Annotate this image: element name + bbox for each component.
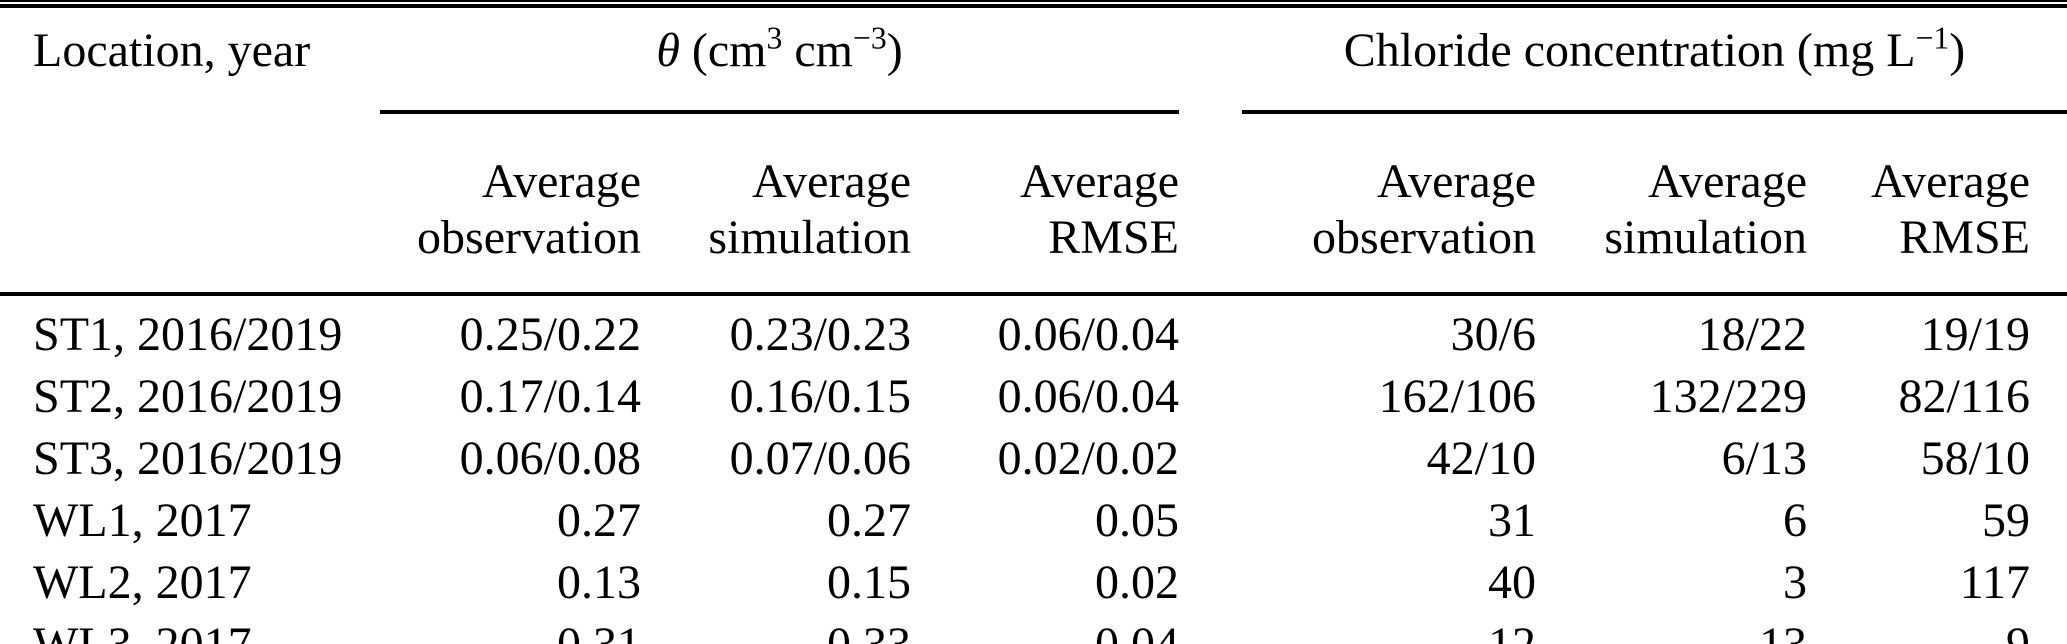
table-row-st2: ST2, 2016/2019 0.17/0.14 0.16/0.15 0.06/…	[0, 366, 2067, 428]
table-cell: 19/19	[1920, 308, 2030, 361]
table-cell: 0.17/0.14	[459, 370, 641, 423]
sub-header-row: Average observation Average simulation A…	[0, 112, 2067, 296]
chloride-label: Chloride concentration (mg L	[1343, 24, 1916, 77]
table-cell: 0.27	[557, 494, 641, 547]
table-cell: 0.04	[911, 614, 1179, 644]
table-cell: 117	[1959, 556, 2030, 609]
group-gap-spacer	[1179, 294, 1242, 366]
table-row-wl3: WL3, 2017 0.31 0.33 0.04 12 13 9	[0, 614, 2067, 644]
theta-superscript-1: 3	[766, 20, 783, 56]
table-cell: 0.06/0.04	[997, 370, 1179, 423]
column-group-theta: θ (cm3 cm−3)	[380, 6, 1179, 114]
table-cell: 31	[1488, 494, 1536, 547]
row-location: ST1, 2016/2019	[33, 308, 343, 361]
table-cell: 132/229	[1649, 370, 1807, 423]
table-cell: 0.05	[1095, 494, 1179, 547]
table-cell: 82/116	[1898, 370, 2030, 423]
table-cell: 0.23/0.23	[729, 308, 911, 361]
group-gap-spacer	[1179, 614, 1242, 644]
group-gap-spacer	[1179, 366, 1242, 428]
chloride-superscript: −1	[1915, 20, 1950, 56]
group-gap-spacer	[1179, 112, 1242, 296]
column-header-chloride-observation: Average observation	[1242, 112, 1536, 296]
column-header-theta-rmse: Average RMSE	[911, 112, 1179, 296]
column-header-theta-simulation: Average simulation	[641, 112, 911, 296]
table-cell: 6	[1783, 494, 1807, 547]
table-cell: 0.25/0.22	[459, 308, 641, 361]
table-cell: 0.07/0.06	[729, 432, 911, 485]
chloride-label-post: )	[1949, 24, 1966, 77]
table-cell: 12	[1242, 614, 1536, 644]
table-cell: 0.31	[380, 614, 641, 644]
table-cell: 9	[1807, 614, 2067, 644]
column-header-chloride-rmse: Average RMSE	[1807, 112, 2067, 296]
table-cell: 0.02/0.02	[997, 432, 1179, 485]
column-group-chloride: Chloride concentration (mg L−1)	[1242, 6, 2067, 114]
row-location: WL1, 2017	[33, 494, 252, 547]
table-cell: 13	[1536, 614, 1807, 644]
table-row-st1: ST1, 2016/2019 0.25/0.22 0.23/0.23 0.06/…	[0, 294, 2067, 366]
group-gap-spacer	[1179, 552, 1242, 614]
table-cell: 0.13	[557, 556, 641, 609]
table-row-wl2: WL2, 2017 0.13 0.15 0.02 40 3 117	[0, 552, 2067, 614]
theta-superscript-2: −3	[853, 20, 887, 56]
table-cell: 6/13	[1721, 432, 1807, 485]
group-gap-spacer	[1179, 490, 1242, 552]
table-cell: 0.16/0.15	[729, 370, 911, 423]
table-row-st3: ST3, 2016/2019 0.06/0.08 0.07/0.06 0.02/…	[0, 428, 2067, 490]
table-cell: 0.33	[641, 614, 911, 644]
table-cell: 0.06/0.04	[997, 308, 1179, 361]
table-cell: 40	[1488, 556, 1536, 609]
table-cell: 59	[1982, 494, 2030, 547]
column-header-chloride-simulation: Average simulation	[1536, 112, 1807, 296]
table-cell: 42/10	[1426, 432, 1536, 485]
table-row-wl1: WL1, 2017 0.27 0.27 0.05 31 6 59	[0, 490, 2067, 552]
theta-unit-mid: cm	[782, 24, 853, 77]
theta-symbol: θ	[656, 24, 680, 77]
group-header-row: Location, year θ (cm3 cm−3) Chloride con…	[0, 6, 2067, 296]
table-cell: 58/10	[1920, 432, 2030, 485]
table-cell: 0.27	[827, 494, 911, 547]
row-location: WL3, 2017	[0, 614, 380, 644]
table-cell: 0.15	[827, 556, 911, 609]
row-location: ST3, 2016/2019	[33, 432, 343, 485]
table-cell: 0.06/0.08	[459, 432, 641, 485]
table-cell: 162/106	[1378, 370, 1536, 423]
table-cell: 30/6	[1450, 308, 1536, 361]
results-table: Location, year θ (cm3 cm−3) Chloride con…	[0, 4, 2067, 644]
theta-unit-post: )	[886, 24, 903, 77]
table-cell: 3	[1783, 556, 1807, 609]
row-location: ST2, 2016/2019	[33, 370, 343, 423]
group-gap-spacer	[1179, 428, 1242, 490]
column-header-location: Location, year	[0, 6, 380, 296]
group-gap-spacer	[1179, 6, 1242, 112]
theta-unit-pre: (cm	[679, 24, 767, 77]
table-cell: 0.02	[1095, 556, 1179, 609]
table-cell: 18/22	[1697, 308, 1807, 361]
row-location: WL2, 2017	[33, 556, 252, 609]
column-header-theta-observation: Average observation	[380, 112, 641, 296]
